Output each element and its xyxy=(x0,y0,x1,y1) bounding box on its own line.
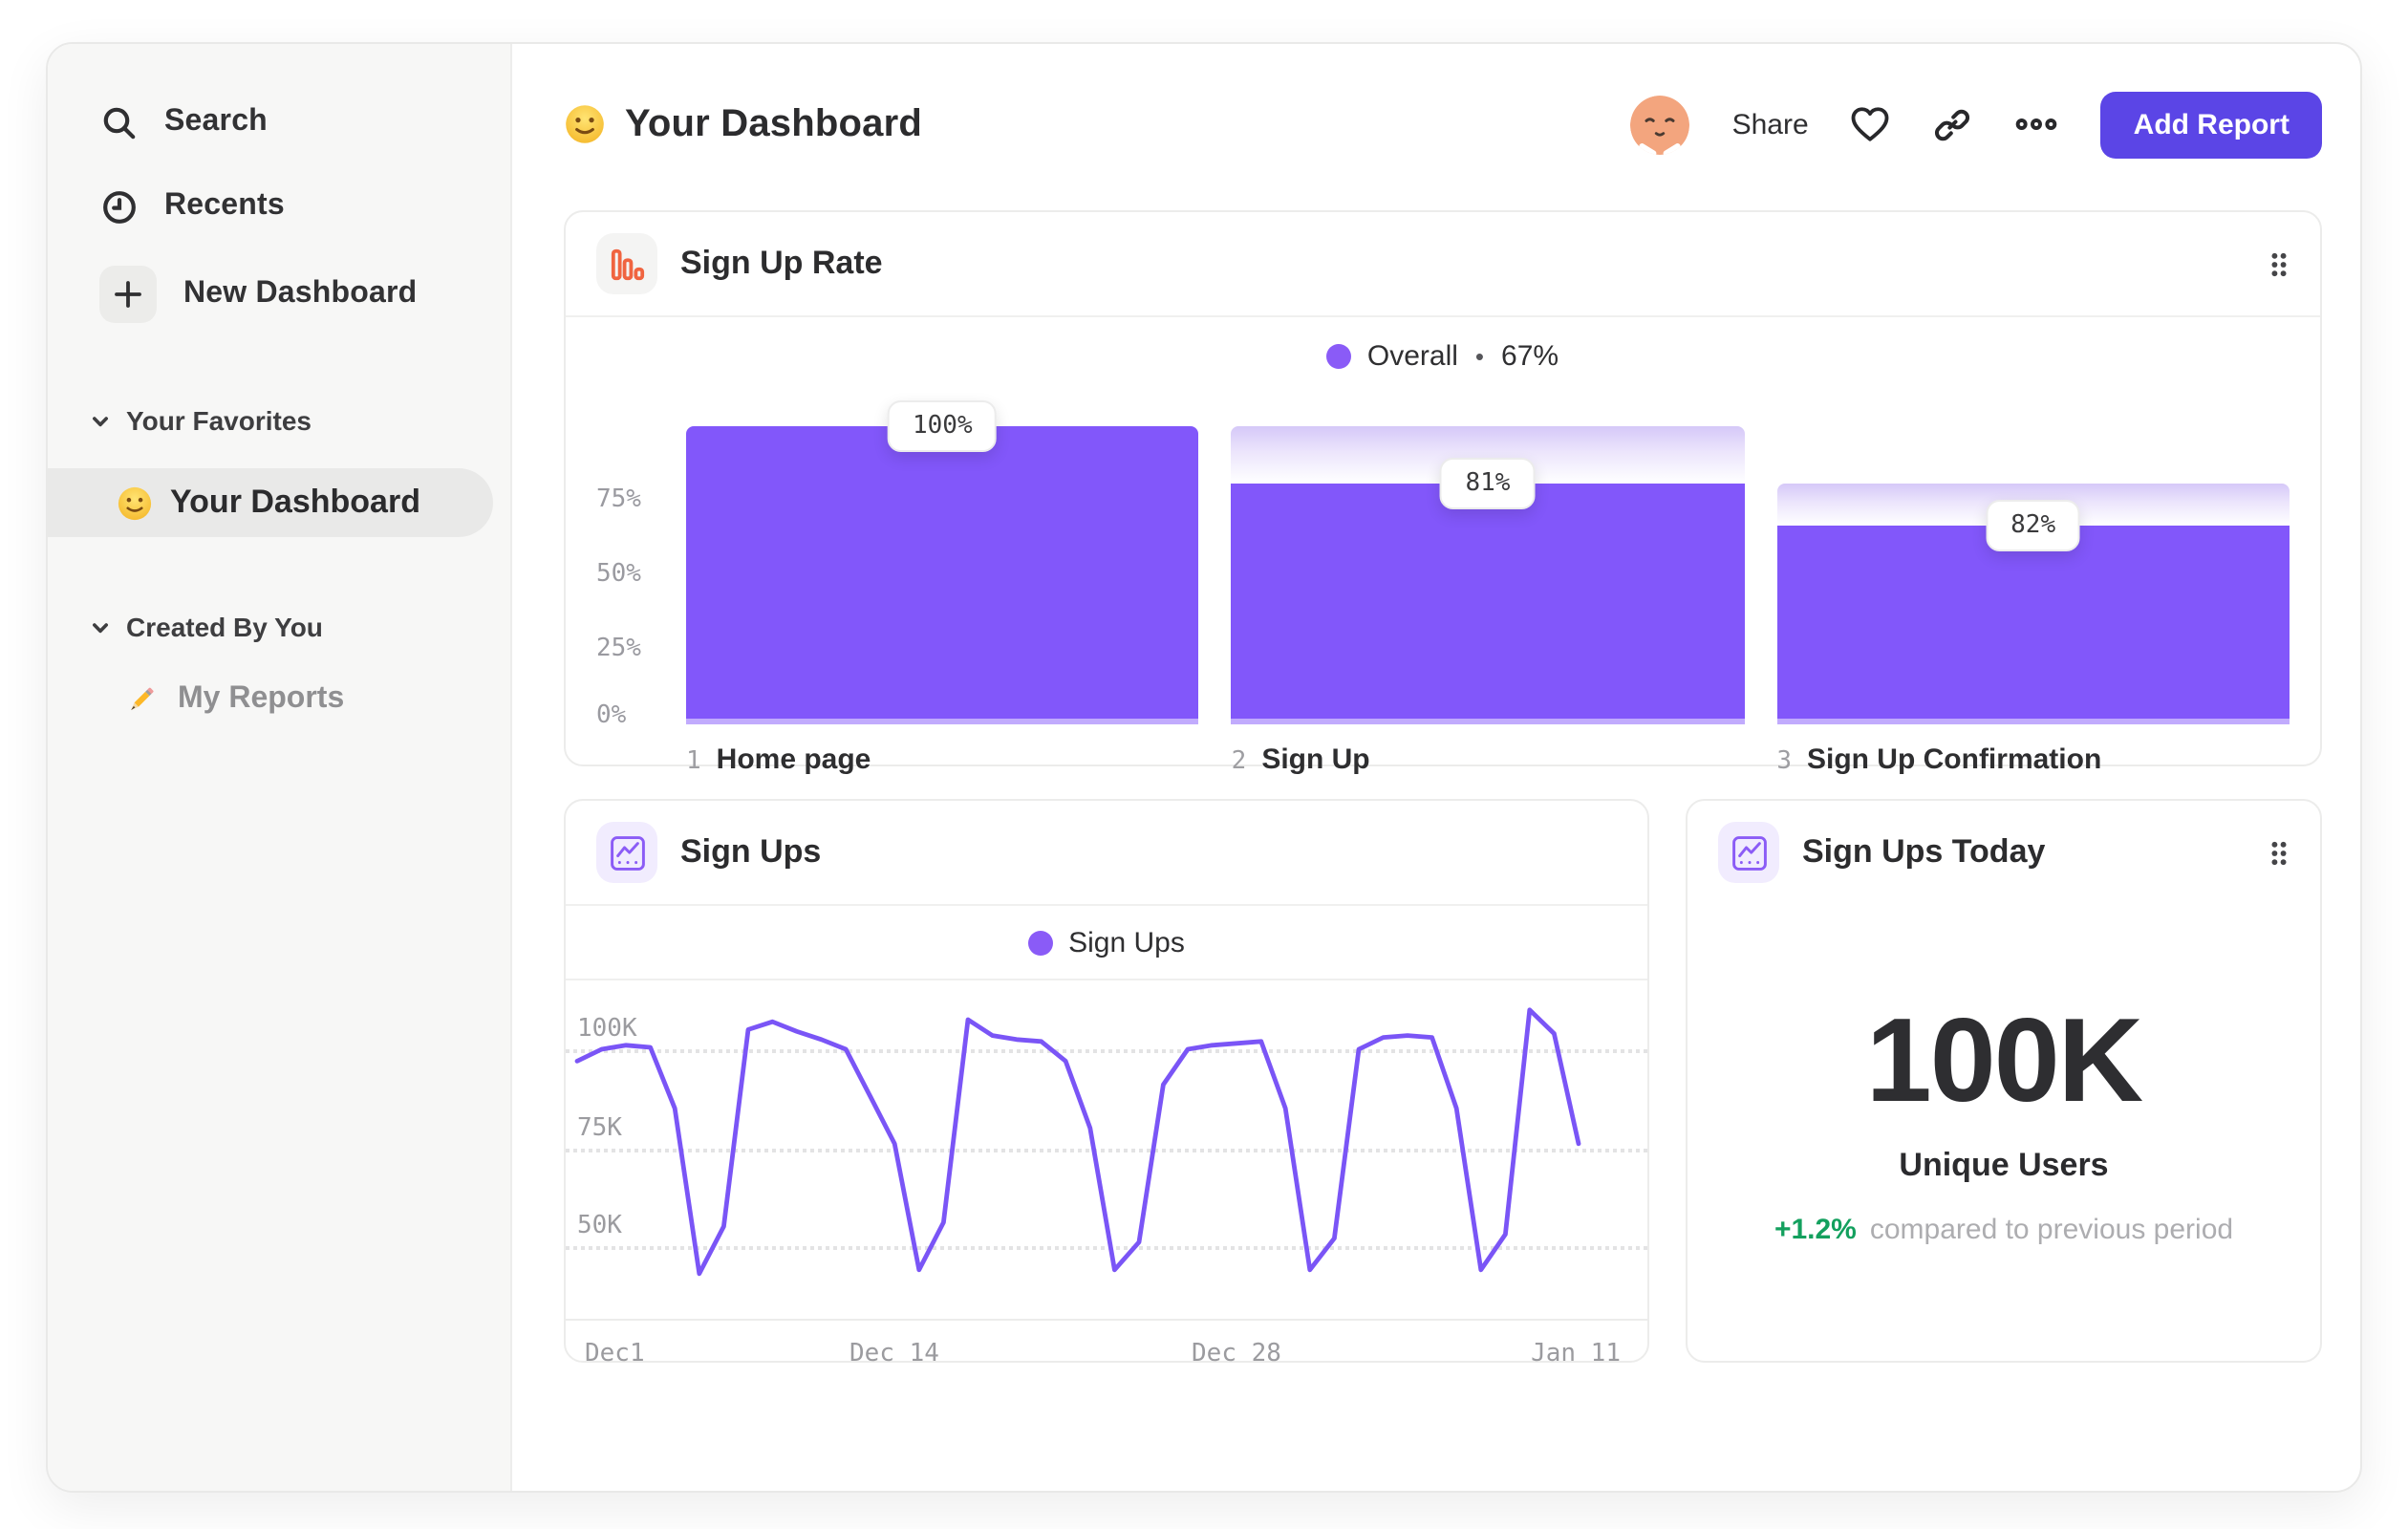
more-options-icon[interactable] xyxy=(2015,115,2059,134)
kpi-body: 100K Unique Users +1.2% compared to prev… xyxy=(1688,904,2320,1246)
section-label: Created By You xyxy=(126,612,323,642)
funnel-value-tooltip: 100% xyxy=(888,400,998,452)
sidebar-item-label: Recents xyxy=(164,189,285,222)
funnel-legend: Overall • 67% xyxy=(566,317,2320,392)
card-title: Sign Up Rate xyxy=(680,245,883,281)
card-title: Sign Ups Today xyxy=(1802,833,2046,870)
y-tick: 25% xyxy=(596,635,641,663)
smiley-emoji-icon xyxy=(117,485,153,521)
funnel-value-tooltip: 81% xyxy=(1440,457,1536,509)
kpi-delta-badge: +1.2% xyxy=(1774,1214,1857,1246)
link-icon[interactable] xyxy=(1933,104,1973,144)
add-report-button[interactable]: Add Report xyxy=(2100,91,2322,158)
drag-handle-icon[interactable] xyxy=(2268,249,2290,278)
sidebar-item-your-dashboard[interactable]: Your Dashboard xyxy=(48,468,493,537)
sidebar-item-label: Your Dashboard xyxy=(170,484,420,520)
x-tick: Dec 14 xyxy=(849,1340,939,1368)
y-tick: 50% xyxy=(596,560,641,589)
sidebar: Search Recents New Dashboard xyxy=(48,44,512,1491)
app-window: Search Recents New Dashboard xyxy=(46,42,2362,1493)
card-header: Sign Ups xyxy=(566,801,1647,906)
search-icon xyxy=(99,102,140,142)
funnel-y-axis: 75% 50% 25% 0% xyxy=(596,426,654,730)
gridline xyxy=(566,1246,1647,1250)
gridline xyxy=(566,1049,1647,1053)
sidebar-section-created-by-you[interactable]: Created By You xyxy=(48,606,510,648)
kpi-label: Unique Users xyxy=(1899,1147,2109,1183)
line-legend: Sign Ups xyxy=(566,906,1647,980)
sidebar-item-recents[interactable]: Recents xyxy=(48,174,510,239)
funnel-bar xyxy=(1776,526,2290,724)
heart-icon[interactable] xyxy=(1851,105,1891,143)
sign-up-rate-card: Sign Up Rate Overall • 67% xyxy=(564,210,2322,776)
step-name: Home page xyxy=(716,743,871,776)
funnel-chart-icon xyxy=(596,233,657,294)
step-name: Sign Up Confirmation xyxy=(1806,743,2102,776)
step-number: 1 xyxy=(686,747,701,776)
sidebar-item-my-reports[interactable]: My Reports xyxy=(48,671,510,728)
chevron-down-icon xyxy=(90,616,111,637)
clock-icon xyxy=(99,186,140,226)
line-chart-icon xyxy=(1718,822,1779,883)
sidebar-item-label: My Reports xyxy=(178,682,345,715)
x-tick: Dec1 xyxy=(585,1340,645,1368)
sidebar-item-search[interactable]: Search xyxy=(48,90,510,155)
chevron-down-icon xyxy=(90,410,111,431)
legend-label: Overall xyxy=(1366,340,1458,373)
funnel-chart: 75% 50% 25% 0% 100% xyxy=(566,392,2320,776)
y-tick: 75K xyxy=(577,1114,622,1143)
sign-ups-today-card: Sign Ups Today 100K Unique Users xyxy=(1686,799,2322,1363)
dashboard-header: Your Dashboard Share xyxy=(564,44,2322,205)
x-tick: Dec 28 xyxy=(1192,1340,1281,1368)
pencil-emoji-icon xyxy=(124,682,159,717)
drag-handle-icon[interactable] xyxy=(2268,838,2290,867)
y-tick: 75% xyxy=(596,485,641,514)
funnel-step-sign-up[interactable]: 81% 2 Sign Up xyxy=(1231,426,1745,776)
y-tick: 100K xyxy=(577,1015,637,1044)
page-title: Your Dashboard xyxy=(625,102,922,144)
sidebar-item-label: Search xyxy=(164,105,268,138)
funnel-step-home-page[interactable]: 100% 1 Home page xyxy=(686,400,1200,776)
step-name: Sign Up xyxy=(1261,743,1370,776)
step-number: 3 xyxy=(1776,747,1792,776)
sidebar-item-label: New Dashboard xyxy=(183,277,418,310)
y-tick: 50K xyxy=(577,1212,622,1240)
y-tick: 0% xyxy=(596,701,627,730)
sign-ups-card: Sign Ups Sign Ups 100K 75K 50K xyxy=(564,799,1649,1368)
legend-value: 67% xyxy=(1501,340,1559,373)
kpi-value: 100K xyxy=(1865,996,2143,1128)
x-tick: Jan 11 xyxy=(1531,1340,1621,1368)
funnel-step-sign-up-confirmation[interactable]: 82% 3 Sign Up Confirmation xyxy=(1776,426,2290,776)
sidebar-section-your-favorites[interactable]: Your Favorites xyxy=(48,399,510,441)
plus-icon xyxy=(99,266,157,323)
funnel-bar xyxy=(686,426,1200,724)
legend-dot-icon xyxy=(1326,344,1352,369)
legend-separator: • xyxy=(1474,342,1485,371)
share-button[interactable]: Share xyxy=(1731,108,1809,140)
gridline xyxy=(566,1149,1647,1152)
sidebar-item-new-dashboard[interactable]: New Dashboard xyxy=(48,258,510,331)
line-chart-icon xyxy=(596,822,657,883)
kpi-delta-caption: compared to previous period xyxy=(1869,1214,2234,1246)
card-title: Sign Ups xyxy=(680,833,822,870)
card-header: Sign Ups Today xyxy=(1688,801,2320,904)
legend-label: Sign Ups xyxy=(1068,927,1185,959)
line-chart: 100K 75K 50K xyxy=(566,980,1647,1319)
funnel-value-tooltip: 82% xyxy=(1986,500,2081,552)
sign-ups-line-series xyxy=(574,1007,1581,1277)
legend-dot-icon xyxy=(1028,931,1054,956)
main-content: Your Dashboard Share xyxy=(512,44,2360,1491)
section-label: Your Favorites xyxy=(126,405,312,436)
smiley-emoji-icon xyxy=(564,103,606,145)
step-number: 2 xyxy=(1231,747,1247,776)
card-header: Sign Up Rate xyxy=(566,212,2320,317)
avatar[interactable] xyxy=(1630,95,1690,154)
funnel-bar xyxy=(1231,483,1745,725)
line-x-axis: Dec1 Dec 14 Dec 28 Jan 11 xyxy=(566,1319,1647,1388)
